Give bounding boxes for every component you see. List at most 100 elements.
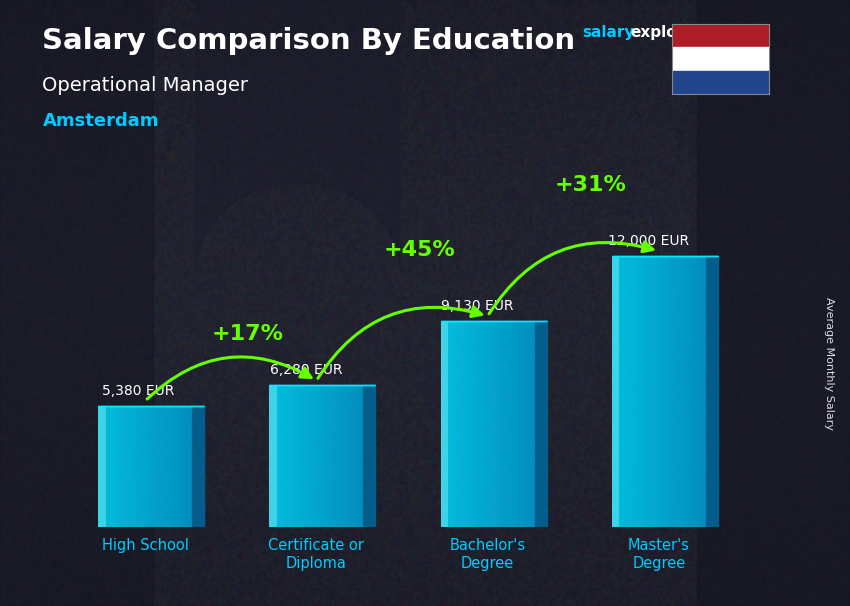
- Bar: [659, 256, 662, 527]
- Bar: [481, 321, 484, 527]
- Bar: [637, 256, 640, 527]
- Bar: [314, 385, 316, 527]
- Text: explorer: explorer: [631, 25, 703, 41]
- Bar: [525, 321, 529, 527]
- Bar: [285, 385, 288, 527]
- Bar: [615, 256, 618, 527]
- Bar: [329, 385, 332, 527]
- Bar: [522, 321, 525, 527]
- Bar: [298, 385, 301, 527]
- Bar: [139, 405, 142, 527]
- Text: 6,280 EUR: 6,280 EUR: [269, 363, 343, 377]
- Bar: [479, 321, 481, 527]
- Bar: [167, 405, 170, 527]
- Bar: [155, 405, 158, 527]
- Bar: [672, 71, 769, 94]
- Bar: [110, 405, 114, 527]
- Bar: [301, 385, 303, 527]
- Bar: [179, 405, 183, 527]
- Bar: [677, 256, 681, 527]
- Bar: [161, 405, 164, 527]
- Bar: [668, 256, 672, 527]
- Polygon shape: [706, 256, 718, 527]
- Bar: [142, 405, 145, 527]
- Bar: [469, 321, 472, 527]
- Bar: [344, 385, 348, 527]
- Bar: [269, 385, 273, 527]
- Bar: [189, 405, 192, 527]
- Bar: [282, 385, 285, 527]
- Bar: [310, 385, 314, 527]
- Bar: [529, 321, 531, 527]
- Bar: [114, 405, 117, 527]
- Bar: [612, 256, 620, 527]
- Bar: [177, 405, 179, 527]
- Bar: [351, 385, 354, 527]
- Bar: [105, 405, 107, 527]
- Bar: [462, 321, 466, 527]
- Bar: [640, 256, 643, 527]
- Bar: [275, 385, 279, 527]
- Bar: [634, 256, 637, 527]
- Bar: [488, 321, 490, 527]
- Bar: [687, 256, 690, 527]
- Bar: [503, 321, 507, 527]
- Bar: [510, 321, 513, 527]
- Bar: [703, 256, 706, 527]
- Bar: [360, 385, 364, 527]
- Bar: [107, 405, 110, 527]
- Text: +17%: +17%: [212, 324, 284, 344]
- Bar: [653, 256, 655, 527]
- Bar: [170, 405, 173, 527]
- Bar: [690, 256, 694, 527]
- Bar: [323, 385, 326, 527]
- Bar: [342, 385, 344, 527]
- Bar: [494, 321, 497, 527]
- Text: 5,380 EUR: 5,380 EUR: [102, 384, 174, 398]
- Bar: [453, 321, 456, 527]
- Bar: [484, 321, 488, 527]
- Bar: [294, 385, 297, 527]
- Bar: [120, 405, 123, 527]
- Bar: [183, 405, 186, 527]
- Bar: [98, 405, 105, 527]
- Bar: [320, 385, 323, 527]
- Bar: [145, 405, 148, 527]
- Bar: [681, 256, 684, 527]
- Bar: [646, 256, 649, 527]
- Bar: [357, 385, 360, 527]
- Text: salary: salary: [582, 25, 635, 41]
- Bar: [348, 385, 351, 527]
- Bar: [273, 385, 275, 527]
- Text: 9,130 EUR: 9,130 EUR: [441, 299, 513, 313]
- Bar: [186, 405, 189, 527]
- Bar: [472, 321, 475, 527]
- Bar: [655, 256, 659, 527]
- Bar: [98, 405, 101, 527]
- Bar: [627, 256, 631, 527]
- Bar: [456, 321, 459, 527]
- Bar: [440, 321, 448, 527]
- Bar: [497, 321, 500, 527]
- Bar: [151, 405, 155, 527]
- Bar: [123, 405, 127, 527]
- Polygon shape: [535, 321, 547, 527]
- Bar: [672, 256, 675, 527]
- Bar: [354, 385, 357, 527]
- Bar: [665, 256, 668, 527]
- Bar: [447, 321, 450, 527]
- Bar: [148, 405, 151, 527]
- Bar: [332, 385, 335, 527]
- Bar: [519, 321, 522, 527]
- Bar: [618, 256, 621, 527]
- Bar: [662, 256, 665, 527]
- Bar: [129, 405, 133, 527]
- Bar: [158, 405, 161, 527]
- Bar: [475, 321, 479, 527]
- Bar: [684, 256, 687, 527]
- Bar: [500, 321, 503, 527]
- Bar: [117, 405, 120, 527]
- Bar: [133, 405, 136, 527]
- Bar: [279, 385, 282, 527]
- Bar: [700, 256, 703, 527]
